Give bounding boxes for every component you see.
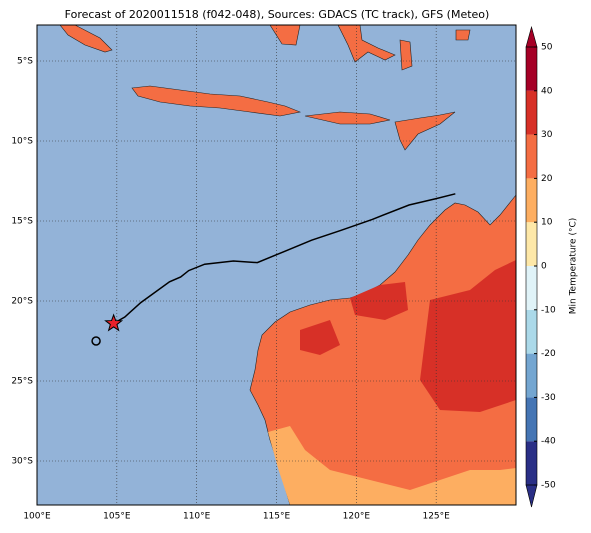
y-tick-label: 15°S [11,217,33,227]
track-line [113,193,456,325]
colorbar-tick-label: 10 [541,218,553,228]
colorbar-tick-label: -10 [541,305,556,315]
colorbar-bin [526,309,537,354]
island [399,39,413,71]
colorbar-extend-max [525,25,538,48]
map-frame [36,24,517,506]
y-tick-label: 10°S [11,137,33,147]
warm-region [268,426,516,505]
colorbar-tick-label: -40 [541,437,556,447]
australia [249,194,517,506]
colorbar-tick-label: 0 [541,262,547,272]
lesser-sunda [304,111,391,125]
land [59,24,517,506]
colorbar-bin [526,266,537,310]
start-marker [91,336,101,346]
y-tick-label: 25°S [11,377,33,387]
colorbar-tick-label: -50 [541,481,556,491]
colorbar-tick-label: -20 [541,349,556,359]
colorbar-bin [526,178,537,223]
x-tick-label: 120°E [343,512,371,522]
chart-title: Forecast of 2020011518 (f042-048), Sourc… [65,8,490,21]
colorbar-bin [526,353,537,398]
hot-region [420,260,516,412]
colorbar-bin [526,222,537,266]
java [131,85,302,117]
x-tick-label: 115°E [263,512,291,522]
hot-region [300,320,340,355]
colorbar-tick-label: 20 [541,174,553,184]
timor [394,111,456,151]
temperature-patches [268,260,516,505]
x-tick-label: 110°E [183,512,211,522]
y-tick-label: 5°S [17,57,33,67]
colorbar-bin [526,90,537,135]
colorbar-bin [526,441,537,485]
island [455,29,471,41]
colorbar-tick-label: 30 [541,130,553,140]
x-tick-label: 125°E [422,512,450,522]
x-tick-label: 100°E [23,512,51,522]
colorbar-bin [526,134,537,179]
sumatra [59,24,113,53]
colorbar-bin [526,47,537,91]
current-position [104,313,124,332]
colorbar-label: Min Temperature (°C) [569,218,579,315]
y-tick-label: 30°S [11,457,33,467]
colorbar-extend-min [525,484,538,508]
colorbar-bin [526,397,537,442]
colorbar-tick-label: -30 [541,393,556,403]
sulawesi [337,24,396,63]
y-tick-label: 20°S [11,297,33,307]
x-tick-label: 105°E [103,512,131,522]
colorbar-tick-label: 50 [541,43,553,53]
colorbar-tick-label: 40 [541,86,553,96]
